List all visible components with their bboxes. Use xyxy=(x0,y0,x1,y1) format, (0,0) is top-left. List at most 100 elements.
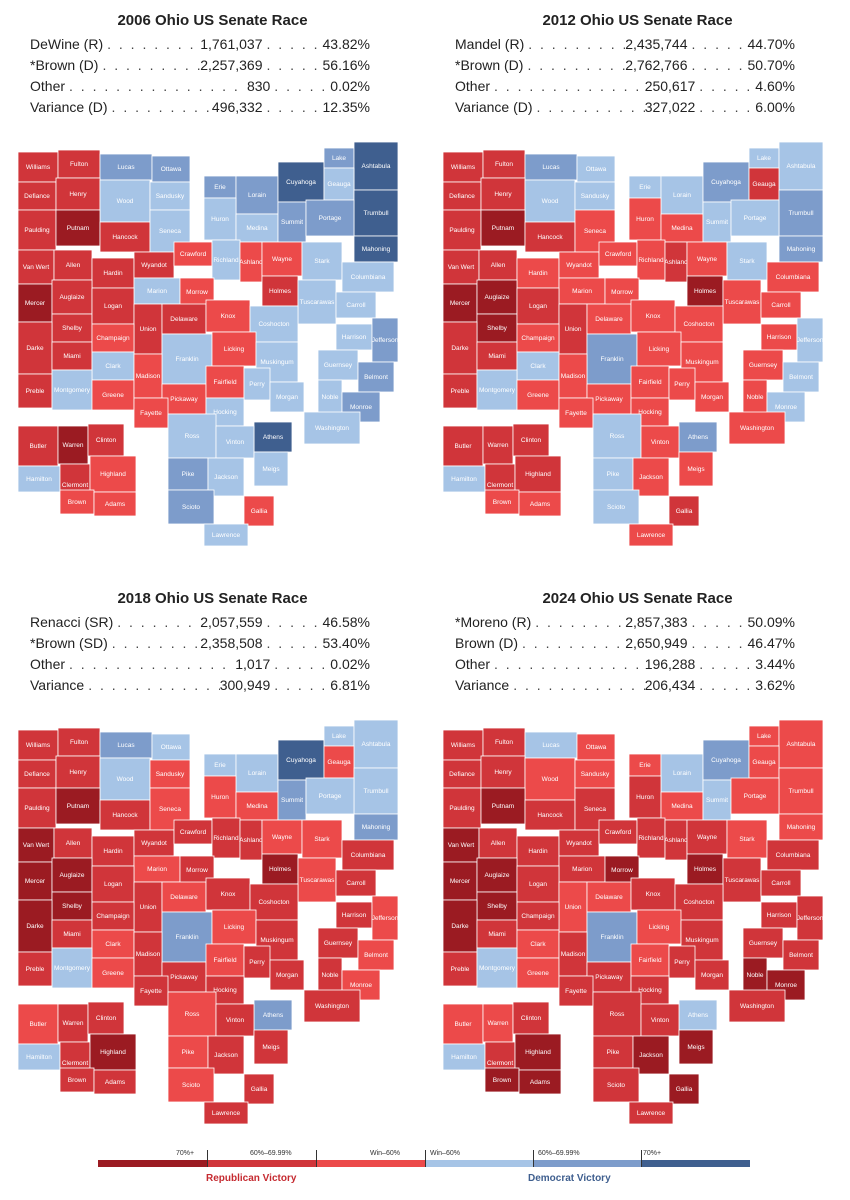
county-clark xyxy=(516,929,560,959)
county-lawrence xyxy=(628,1101,674,1125)
county-knox xyxy=(630,299,676,333)
county-label: Guernsey xyxy=(749,362,778,369)
county-henry xyxy=(480,755,526,789)
county-carroll xyxy=(760,291,802,319)
county-label: Lucas xyxy=(542,742,560,749)
county-lucas xyxy=(99,731,153,759)
county-geauga xyxy=(323,167,355,201)
county-label: Preble xyxy=(451,966,470,973)
vote-percent: 3.44% xyxy=(755,656,795,672)
county-columbiana xyxy=(766,839,820,871)
leader-dots xyxy=(509,677,644,693)
county-label: Highland xyxy=(525,471,551,478)
county-label: Delaware xyxy=(595,894,623,901)
county-label: Wayne xyxy=(272,834,292,841)
county-label: Washington xyxy=(740,1003,774,1010)
county-columbiana xyxy=(341,261,395,293)
county-label: Mahoning xyxy=(362,246,391,253)
county-perry xyxy=(243,945,271,979)
county-pike xyxy=(167,1035,209,1069)
county-hardin xyxy=(516,257,560,289)
county-label: Lucas xyxy=(542,164,560,171)
county-meigs xyxy=(253,451,289,487)
county-label: Logan xyxy=(529,303,547,310)
county-label: Hamilton xyxy=(26,1054,52,1061)
county-label: Jefferson xyxy=(797,337,824,344)
vote-percent: 0.02% xyxy=(330,656,370,672)
county-label: Logan xyxy=(104,303,122,310)
vote-percent: 44.70% xyxy=(747,36,795,52)
leader-dots xyxy=(688,614,748,630)
county-label: Henry xyxy=(494,191,512,198)
county-fulton xyxy=(57,149,101,179)
county-label: Holmes xyxy=(269,866,292,873)
candidate-name: Variance xyxy=(455,677,510,693)
ohio-county-map: Williams Fulton Lucas Ottawa Defiance Henry Wo… xyxy=(442,719,824,1125)
county-label: Pike xyxy=(182,471,195,478)
county-label: Carroll xyxy=(771,302,791,309)
county-label: Ottawa xyxy=(586,744,607,751)
county-label: Ross xyxy=(610,1011,626,1018)
county-label: Ottawa xyxy=(161,166,182,173)
result-row: Other 830 0.02% xyxy=(30,78,370,99)
county-greene xyxy=(91,379,135,411)
county-knox xyxy=(205,877,251,911)
result-row: Other 196,288 3.44% xyxy=(455,656,795,677)
county-madison xyxy=(133,931,163,977)
county-label: Cuyahoga xyxy=(286,757,316,764)
leader-dots xyxy=(688,635,748,651)
county-lorain xyxy=(235,753,279,793)
county-pickaway xyxy=(161,961,207,993)
county-label: Defiance xyxy=(24,193,50,200)
county-summit xyxy=(702,779,732,821)
result-row: Renacci (SR) 2,057,559 46.58% xyxy=(30,614,370,635)
county-huron xyxy=(203,197,237,241)
county-label: Williams xyxy=(451,164,476,171)
result-row: *Brown (D) 2,257,369 56.16% xyxy=(30,57,370,78)
county-label: Erie xyxy=(214,184,226,191)
county-fairfield xyxy=(630,365,670,399)
county-vinton xyxy=(640,1003,680,1037)
county-morgan xyxy=(694,959,730,991)
ohio-county-map: Williams Fulton Lucas Ottawa Defiance Henry Wo… xyxy=(17,719,399,1125)
panel-2006: 2006 Ohio US Senate Race DeWine (R) 1,761,… xyxy=(0,0,425,580)
county-scioto xyxy=(167,1067,215,1103)
county-label: Medina xyxy=(671,225,693,232)
county-label: Auglaize xyxy=(485,294,510,301)
legend-tick xyxy=(316,1150,317,1167)
county-label: Lucas xyxy=(117,742,135,749)
county-label: Crawford xyxy=(180,829,207,836)
county-hancock xyxy=(99,799,151,831)
county-label: Ottawa xyxy=(161,744,182,751)
county-label: Henry xyxy=(69,191,87,198)
county-van-wert xyxy=(442,827,480,863)
county-label: Summit xyxy=(706,797,728,804)
county-label: Van Wert xyxy=(23,264,50,271)
county-darke xyxy=(17,321,53,375)
leader-dots xyxy=(688,36,748,52)
county-label: Delaware xyxy=(170,894,198,901)
county-adams xyxy=(518,1069,562,1095)
leader-dots xyxy=(108,635,200,651)
county-tuscarawas xyxy=(722,857,762,903)
county-summit xyxy=(702,201,732,243)
county-mercer xyxy=(17,861,53,901)
county-label: Franklin xyxy=(175,356,199,363)
county-label: Medina xyxy=(671,803,693,810)
county-label: Montgomery xyxy=(479,387,516,394)
county-label: Seneca xyxy=(159,806,181,813)
result-row: Variance (D) 496,332 12.35% xyxy=(30,99,370,120)
legend-swatch-r1 xyxy=(316,1160,425,1167)
results-table: *Moreno (R) 2,857,383 50.09% Brown (D) 2,650… xyxy=(455,614,795,698)
county-washington xyxy=(728,411,786,445)
county-label: Shelby xyxy=(62,903,83,910)
county-label: Mercer xyxy=(25,878,46,885)
county-label: Wood xyxy=(117,776,134,783)
county-pike xyxy=(592,457,634,491)
county-franklin xyxy=(586,911,638,963)
candidate-name: *Brown (D) xyxy=(455,57,524,73)
county-label: Darke xyxy=(26,345,44,352)
county-label: Morgan xyxy=(701,972,723,979)
county-label: Butler xyxy=(30,443,48,450)
county-label: Summit xyxy=(706,219,728,226)
